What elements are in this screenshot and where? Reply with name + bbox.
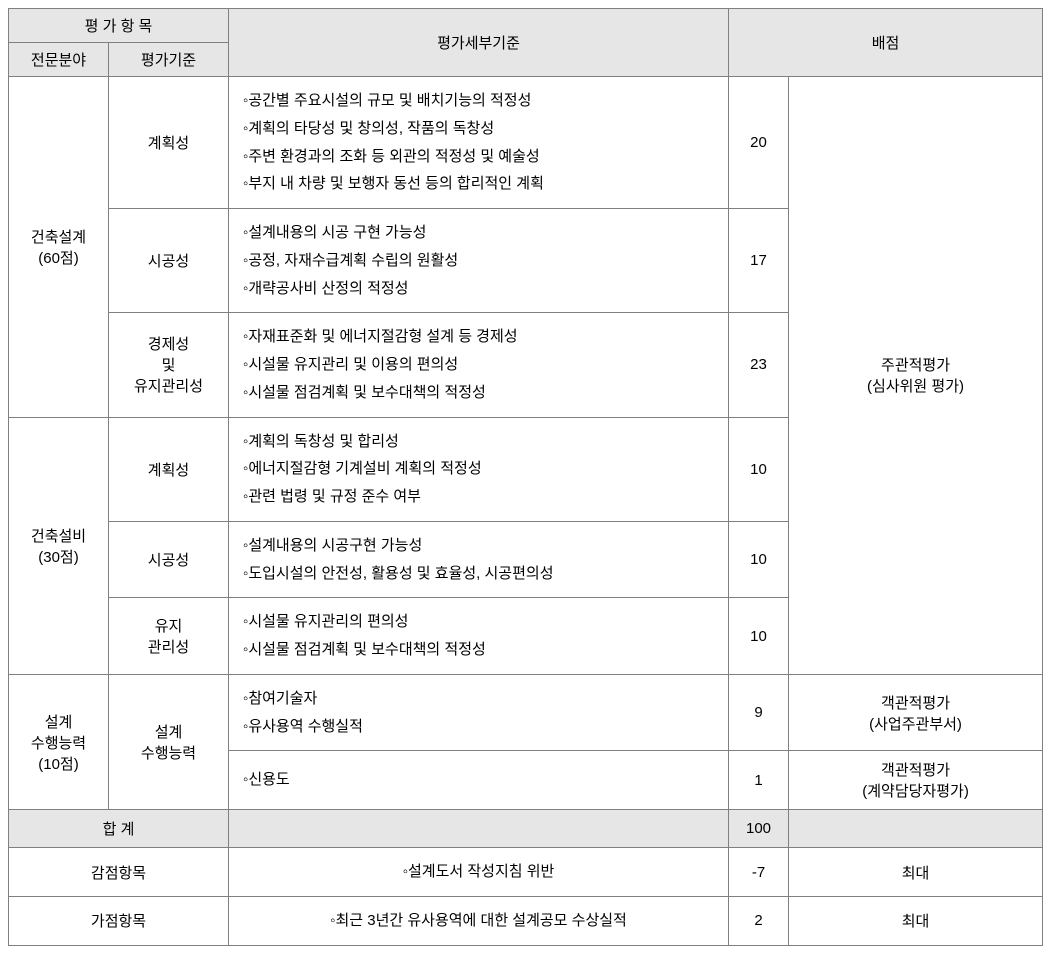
subjective-eval-cell: 주관적평가(심사위원 평가) [789, 77, 1043, 675]
eval-type-cell: 객관적평가(계약담당자평가) [789, 751, 1043, 810]
field-arch-design: 건축설계(60점) [9, 77, 109, 418]
criteria-cell: 계획성 [109, 77, 229, 209]
sum-note [789, 810, 1043, 848]
criteria-cell: 시공성 [109, 209, 229, 313]
score-cell: 10 [729, 417, 789, 521]
header-detail: 평가세부기준 [229, 9, 729, 77]
detail-cell: ◦공간별 주요시설의 규모 및 배치기능의 적정성◦계획의 타당성 및 창의성,… [229, 77, 729, 209]
criteria-cell: 유지관리성 [109, 598, 229, 675]
criteria-cell: 시공성 [109, 521, 229, 598]
deduction-detail: ◦설계도서 작성지침 위반 [229, 848, 729, 897]
header-field: 전문분야 [9, 43, 109, 77]
detail-cell: ◦설계내용의 시공 구현 가능성◦공정, 자재수급계획 수립의 원활성◦개략공사… [229, 209, 729, 313]
detail-cell: ◦참여기술자◦유사용역 수행실적 [229, 674, 729, 751]
score-cell: 10 [729, 521, 789, 598]
score-cell: 10 [729, 598, 789, 675]
sum-label: 합 계 [9, 810, 229, 848]
score-cell: 1 [729, 751, 789, 810]
eval-type-cell: 객관적평가(사업주관부서) [789, 674, 1043, 751]
deduction-note: 최대 [789, 848, 1043, 897]
criteria-cell: 경제성및유지관리성 [109, 313, 229, 417]
detail-cell: ◦설계내용의 시공구현 가능성◦도입시설의 안전성, 활용성 및 효율성, 시공… [229, 521, 729, 598]
sum-detail [229, 810, 729, 848]
field-arch-equip: 건축설비(30점) [9, 417, 109, 674]
detail-cell: ◦자재표준화 및 에너지절감형 설계 등 경제성◦시설물 유지관리 및 이용의 … [229, 313, 729, 417]
criteria-cell: 계획성 [109, 417, 229, 521]
header-criteria: 평가기준 [109, 43, 229, 77]
bonus-label: 가점항목 [9, 897, 229, 946]
score-cell: 9 [729, 674, 789, 751]
score-cell: 17 [729, 209, 789, 313]
header-eval-item: 평 가 항 목 [9, 9, 229, 43]
score-cell: 20 [729, 77, 789, 209]
criteria-cell: 설계수행능력 [109, 674, 229, 810]
field-design-capability: 설계수행능력(10점) [9, 674, 109, 810]
sum-score: 100 [729, 810, 789, 848]
evaluation-table: 평 가 항 목 평가세부기준 배점 전문분야 평가기준 건축설계(60점) 계획… [8, 8, 1043, 946]
score-cell: 23 [729, 313, 789, 417]
detail-cell: ◦시설물 유지관리의 편의성◦시설물 점검계획 및 보수대책의 적정성 [229, 598, 729, 675]
deduction-score: -7 [729, 848, 789, 897]
bonus-score: 2 [729, 897, 789, 946]
detail-cell: ◦계획의 독창성 및 합리성◦에너지절감형 기계설비 계획의 적정성◦관련 법령… [229, 417, 729, 521]
deduction-label: 감점항목 [9, 848, 229, 897]
detail-cell: ◦신용도 [229, 751, 729, 810]
bonus-detail: ◦최근 3년간 유사용역에 대한 설계공모 수상실적 [229, 897, 729, 946]
header-score: 배점 [729, 9, 1043, 77]
bonus-note: 최대 [789, 897, 1043, 946]
